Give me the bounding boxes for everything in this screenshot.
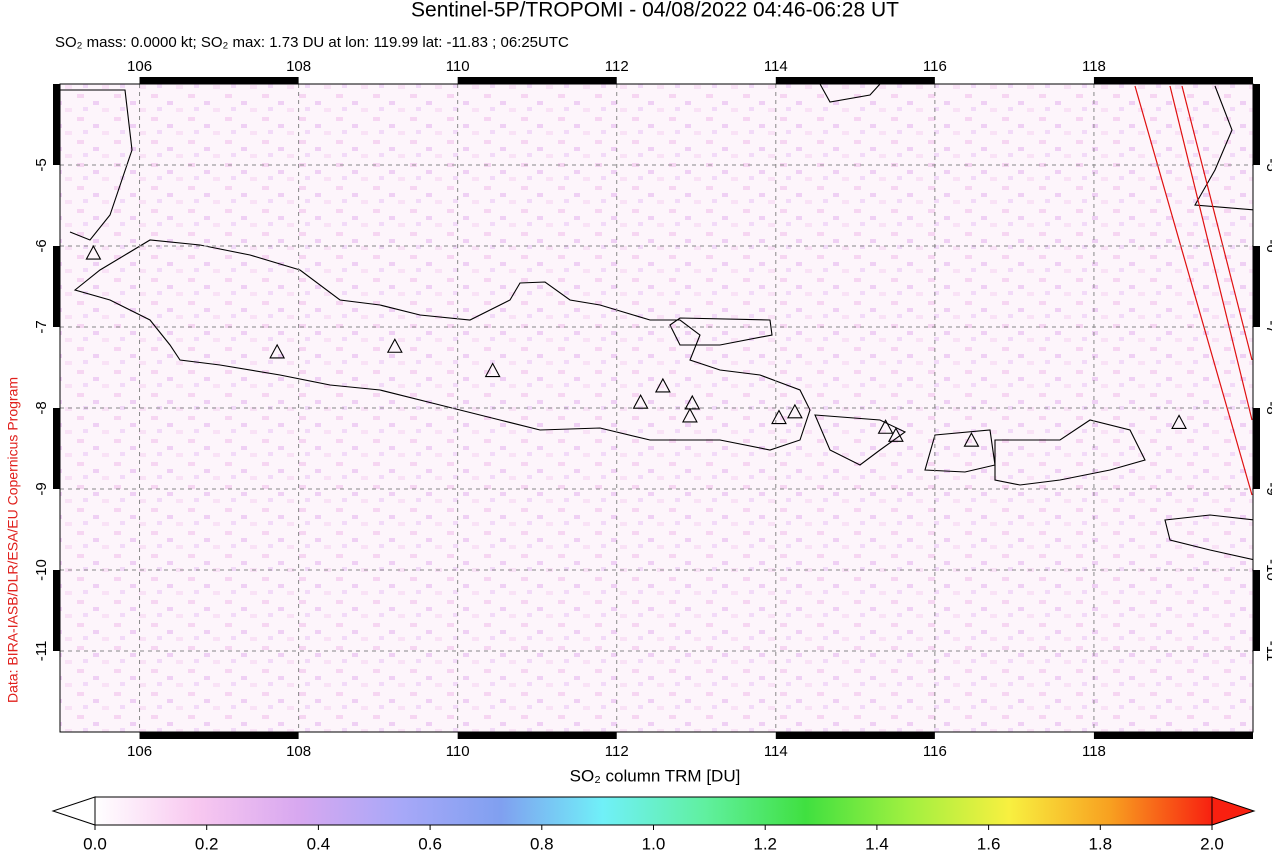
chart-title: Sentinel-5P/TROPOMI - 04/08/2022 04:46-0… <box>411 0 899 22</box>
volcano-marker <box>963 432 980 447</box>
frame-band <box>53 408 60 489</box>
y-tick-label: -9 <box>1263 482 1272 495</box>
colorbar-tick-label: 1.2 <box>753 834 777 853</box>
x-tick-label: 112 <box>605 58 629 75</box>
colorbar-tick-label: 0.8 <box>530 834 554 853</box>
x-tick-label: 110 <box>446 743 470 760</box>
frame-band <box>1093 77 1253 84</box>
colorbar-tick-label: 0.2 <box>195 834 219 853</box>
volcano-marker <box>632 393 649 409</box>
swath-edge <box>1181 85 1253 361</box>
volcano-marker <box>386 338 403 353</box>
volcano-marker <box>681 407 698 423</box>
x-tick-label: 118 <box>1082 743 1106 760</box>
coast-java <box>73 239 811 451</box>
coast-kalimantan <box>819 84 881 103</box>
y-tick-label: -8 <box>1263 401 1272 414</box>
colorbar-over <box>1211 796 1256 826</box>
coast-sumbawa <box>994 419 1146 486</box>
x-tick-label: 116 <box>923 743 947 760</box>
colorbar-tick-label: 0.6 <box>418 834 442 853</box>
colorbar-tick-label: 2.0 <box>1200 834 1224 853</box>
frame-band <box>53 570 60 651</box>
frame-band <box>139 77 299 84</box>
coast-madura <box>669 317 773 346</box>
swath-edge <box>1134 85 1253 496</box>
colorbar-label: SO₂ column TRM [DU] <box>570 766 741 785</box>
coast-bali <box>814 414 907 466</box>
y-tick-label: -11 <box>1263 641 1272 662</box>
frame-band <box>53 84 60 165</box>
colorbar-under <box>51 796 96 826</box>
frame-band <box>1253 408 1260 489</box>
y-tick-label: -11 <box>33 641 50 662</box>
y-tick-label: -9 <box>33 482 50 495</box>
volcano-marker <box>887 427 904 442</box>
x-tick-label: 118 <box>1082 58 1106 75</box>
frame-band <box>775 77 935 84</box>
frame-band <box>53 246 60 327</box>
chart-subtitle: SO₂ mass: 0.0000 kt; SO₂ max: 1.73 DU at… <box>55 34 569 51</box>
map-area <box>60 84 1253 732</box>
colorbar <box>94 796 1213 826</box>
y-tick-label: -5 <box>1263 158 1272 171</box>
swath-edge <box>1169 85 1253 421</box>
x-tick-label: 116 <box>923 58 947 75</box>
coast-sulawesi <box>1194 85 1253 211</box>
volcano-marker <box>1171 414 1187 429</box>
y-tick-label: -8 <box>33 401 50 414</box>
colorbar-tick-label: 1.6 <box>977 834 1001 853</box>
y-tick-label: -5 <box>33 158 50 171</box>
volcano-marker <box>877 419 894 434</box>
volcano-marker <box>269 343 286 359</box>
frame-band <box>457 732 617 739</box>
volcano-marker <box>85 244 102 260</box>
colorbar-tick-label: 1.4 <box>865 834 889 853</box>
volcano-marker <box>654 377 671 393</box>
x-tick-label: 108 <box>286 58 311 75</box>
y-tick-label: -7 <box>33 320 50 333</box>
colorbar-tick-label: 1.8 <box>1088 834 1112 853</box>
frame-band <box>457 77 617 84</box>
y-tick-label: -10 <box>1263 559 1272 581</box>
frame-band <box>139 732 299 739</box>
colorbar-tick-label: 0.0 <box>83 834 107 853</box>
coast-sumatra <box>60 89 133 241</box>
credit: Data: BIRA-IASB/DLR/ESA/EU Copernicus Pr… <box>5 377 21 703</box>
x-tick-label: 114 <box>764 743 788 760</box>
frame-band <box>1253 570 1260 651</box>
coast-sumba <box>1164 514 1253 561</box>
coastlines <box>60 84 1253 561</box>
frame-band <box>1253 246 1260 327</box>
x-tick-label: 112 <box>605 743 629 760</box>
frame-band <box>1093 732 1253 739</box>
x-tick-label: 106 <box>127 743 152 760</box>
x-tick-label: 114 <box>764 58 788 75</box>
y-tick-label: -10 <box>33 559 50 581</box>
coast-lombok <box>924 429 996 473</box>
colorbar-tick-label: 1.0 <box>642 834 666 853</box>
frame-band <box>775 732 935 739</box>
y-tick-label: -6 <box>33 239 50 252</box>
x-tick-label: 106 <box>127 58 152 75</box>
volcano-marker <box>786 403 803 419</box>
y-tick-label: -7 <box>1263 320 1272 333</box>
volcano-marker <box>484 362 501 378</box>
x-tick-label: 108 <box>286 743 311 760</box>
swath-edges <box>1134 85 1253 496</box>
y-tick-label: -6 <box>1263 239 1272 252</box>
colorbar-tick-label: 0.4 <box>307 834 331 853</box>
volcano-marker <box>771 409 787 425</box>
volcano-marker <box>684 394 701 410</box>
x-tick-label: 110 <box>446 58 470 75</box>
frame-band <box>1253 84 1260 165</box>
